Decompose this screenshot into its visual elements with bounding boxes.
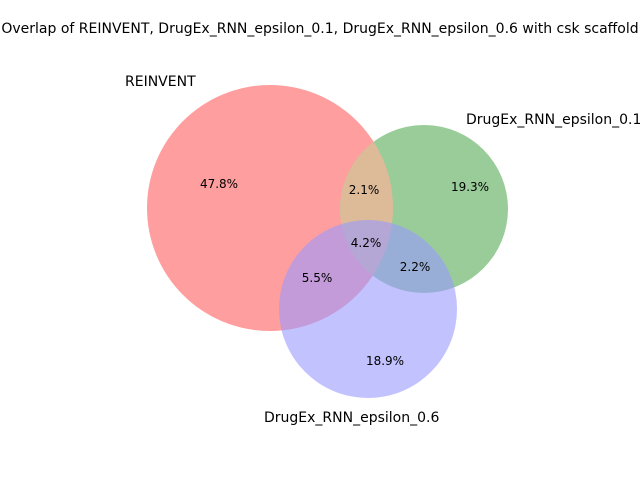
region-label-drugex-0-1-drugex-0-6: 2.2% xyxy=(400,260,431,274)
chart-title: Overlap of REINVENT, DrugEx_RNN_epsilon_… xyxy=(1,21,638,37)
region-label-reinvent-drugex-0-1: 2.1% xyxy=(349,183,380,197)
set-label-drugex-0-6: DrugEx_RNN_epsilon_0.6 xyxy=(264,410,439,426)
venn-circles xyxy=(147,85,508,398)
region-label-only-drugex-0-1: 19.3% xyxy=(451,180,489,194)
region-label-only-reinvent: 47.8% xyxy=(200,177,238,191)
region-label-all-three: 4.2% xyxy=(351,236,382,250)
set-label-drugex-0-1: DrugEx_RNN_epsilon_0.1 xyxy=(466,112,640,128)
region-label-reinvent-drugex-0-6: 5.5% xyxy=(302,271,333,285)
set-label-reinvent: REINVENT xyxy=(125,74,196,90)
region-label-only-drugex-0-6: 18.9% xyxy=(366,354,404,368)
circle-drugex-0-6 xyxy=(279,220,457,398)
